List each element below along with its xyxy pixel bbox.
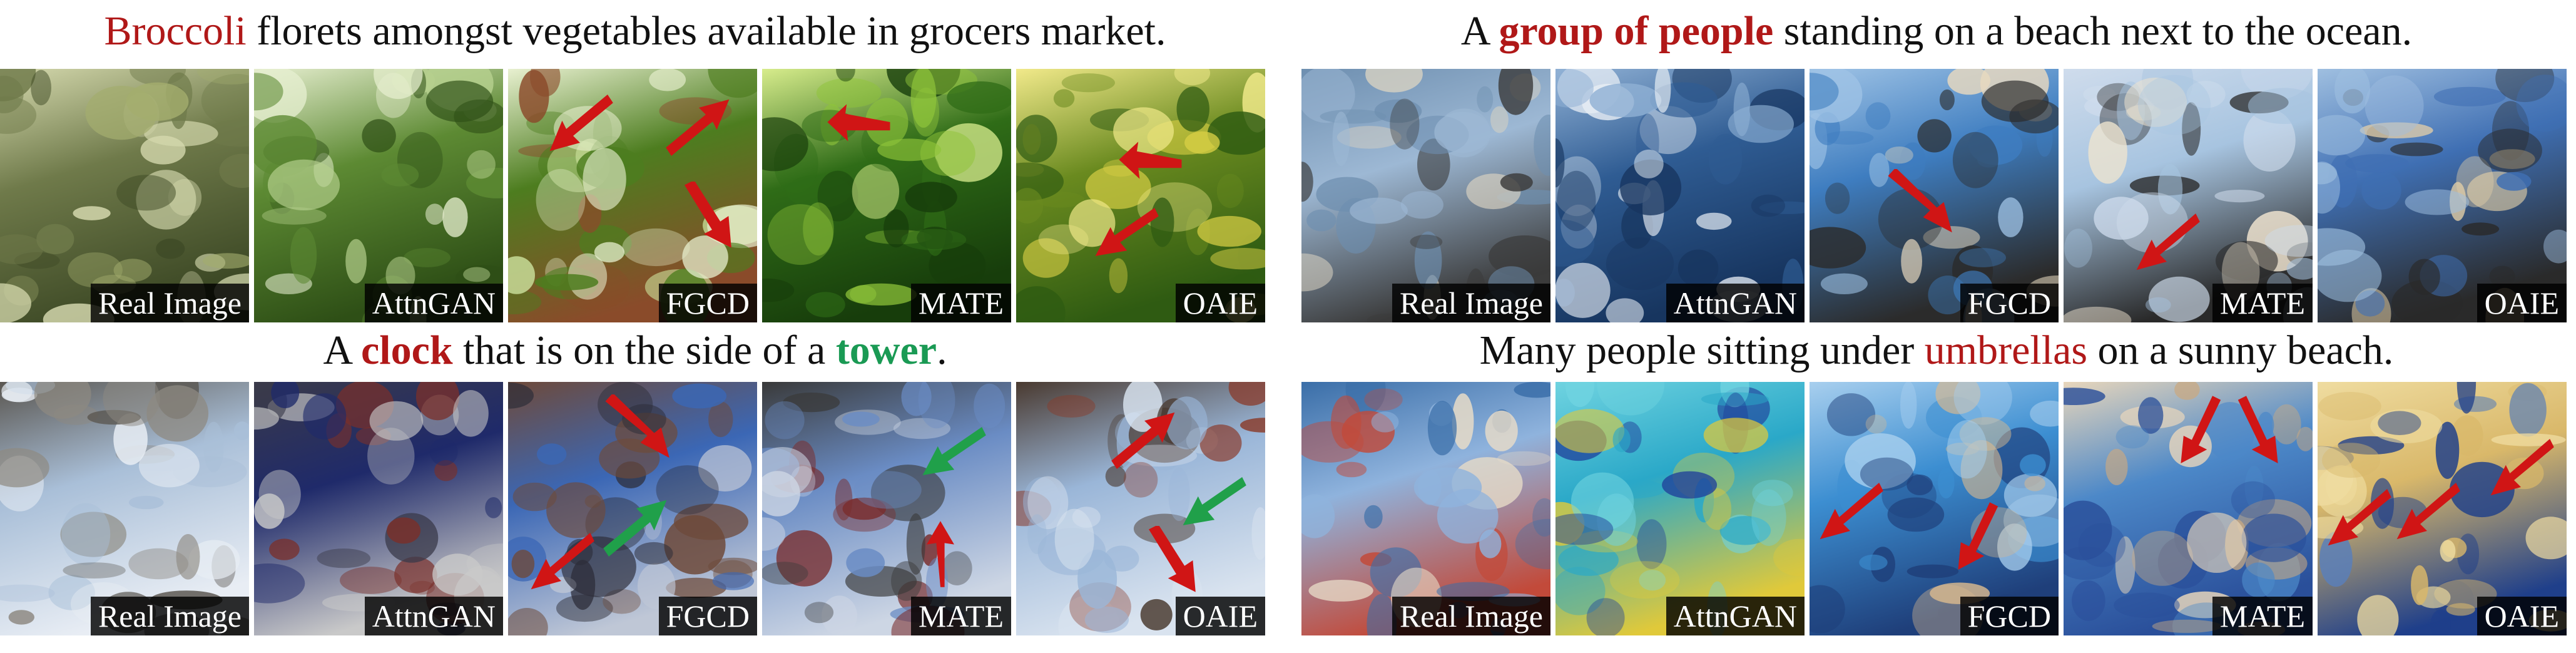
image-placeholder [0,69,249,322]
red-arrow-icon [1149,526,1196,592]
tile-fgcd: FGCD [1810,382,2059,635]
tile-oaie: OAIE [2318,69,2567,322]
tile-attngan: AttnGAN [1555,69,1805,322]
red-arrow-icon [2490,439,2554,496]
red-arrow-icon [2396,483,2460,540]
image-placeholder [2064,69,2313,322]
red-arrow-icon [549,95,613,152]
red-arrow-icon [2328,489,2391,546]
tile-oaie: OAIE [2318,382,2567,635]
caption-text: florets amongst vegetables available in … [246,8,1166,54]
tile-real-image: Real Image [0,382,249,635]
tile-real-image: Real Image [1301,69,1550,322]
red-arrow-icon [531,533,594,590]
method-label: OAIE [2477,284,2567,322]
caption-text: that is on the side of a [452,327,836,373]
tile-mate: MATE [762,69,1011,322]
method-label: OAIE [2477,597,2567,635]
image-placeholder [1810,69,2059,322]
image-row-broccoli: Real Image AttnGAN FGCD MATE OAIE [0,69,1270,322]
caption-text: standing on a beach next to the ocean. [1773,8,2413,54]
green-arrow-icon [603,500,667,557]
method-label: MATE [2212,597,2313,635]
image-placeholder [1016,69,1265,322]
image-placeholder [254,69,503,322]
red-arrow-icon [666,99,730,156]
tile-oaie: OAIE [1016,69,1265,322]
caption-highlight: Broccoli [104,8,247,54]
caption-highlight-secondary: tower [835,327,937,373]
tile-oaie: OAIE [1016,382,1265,635]
tile-mate: MATE [2064,382,2313,635]
tile-attngan: AttnGAN [254,382,503,635]
red-arrow-icon [685,182,731,248]
method-label: Real Image [90,284,249,322]
red-arrow-icon [1958,502,1998,570]
method-label: AttnGAN [364,284,503,322]
tile-fgcd: FGCD [508,69,757,322]
method-label: OAIE [1175,284,1265,322]
image-placeholder [1555,382,1805,635]
tile-real-image: Real Image [1301,382,1550,635]
image-placeholder [1016,382,1265,635]
method-label: AttnGAN [1666,597,1805,635]
red-arrow-icon [2181,396,2221,463]
green-arrow-icon [1183,477,1246,525]
method-label: FGCD [1960,597,2059,635]
tile-fgcd: FGCD [508,382,757,635]
method-label: OAIE [1175,597,1265,635]
red-arrow-icon [605,394,669,458]
image-placeholder [2318,382,2567,635]
method-label: MATE [910,597,1011,635]
caption-clock-tower: A clock that is on the side of a tower. [0,319,1270,382]
method-label: Real Image [1392,597,1550,635]
tile-attngan: AttnGAN [1555,382,1805,635]
caption-text: A [1460,8,1499,54]
caption-group-of-people: A group of people standing on a beach ne… [1301,0,2572,63]
caption-highlight: group of people [1499,8,1774,54]
tile-mate: MATE [762,382,1011,635]
tile-mate: MATE [2064,69,2313,322]
method-label: AttnGAN [364,597,503,635]
image-placeholder [762,69,1011,322]
method-label: FGCD [1960,284,2059,322]
method-label: Real Image [90,597,249,635]
caption-highlight: clock [360,327,453,373]
red-arrow-icon [2136,213,2200,270]
red-arrow-icon [1888,169,1952,233]
image-placeholder [762,382,1011,635]
caption-text: on a sunny beach. [2087,327,2394,373]
caption-text: A [323,327,361,373]
image-placeholder [1555,69,1805,322]
caption-text: . [937,327,947,373]
green-arrow-icon [922,427,986,475]
image-row-umbrellas: Real Image AttnGAN FGCD MATE OAIE [1301,382,2572,635]
image-placeholder [508,382,757,635]
image-row-clock-tower: Real Image AttnGAN FGCD MATE OAIE [0,382,1270,635]
method-label: FGCD [658,597,757,635]
method-label: MATE [910,284,1011,322]
caption-text: Many people sitting under [1479,327,1925,373]
red-arrow-icon [927,521,954,587]
red-arrow-icon [827,104,890,141]
method-label: AttnGAN [1666,284,1805,322]
red-arrow-icon [1111,412,1175,469]
caption-highlight: umbrellas [1924,327,2088,373]
red-arrow-icon [1119,141,1182,179]
tile-fgcd: FGCD [1810,69,2059,322]
method-label: Real Image [1392,284,1550,322]
red-arrow-icon [2237,396,2278,463]
method-label: FGCD [658,284,757,322]
caption-umbrellas: Many people sitting under umbrellas on a… [1301,319,2572,382]
tile-real-image: Real Image [0,69,249,322]
caption-broccoli: Broccoli florets amongst vegetables avai… [0,0,1270,63]
red-arrow-icon [1820,483,1883,540]
red-arrow-icon [1095,208,1159,256]
image-placeholder [2318,69,2567,322]
image-row-beach-people: Real Image AttnGAN FGCD MATE OAIE [1301,69,2572,322]
method-label: MATE [2212,284,2313,322]
tile-attngan: AttnGAN [254,69,503,322]
